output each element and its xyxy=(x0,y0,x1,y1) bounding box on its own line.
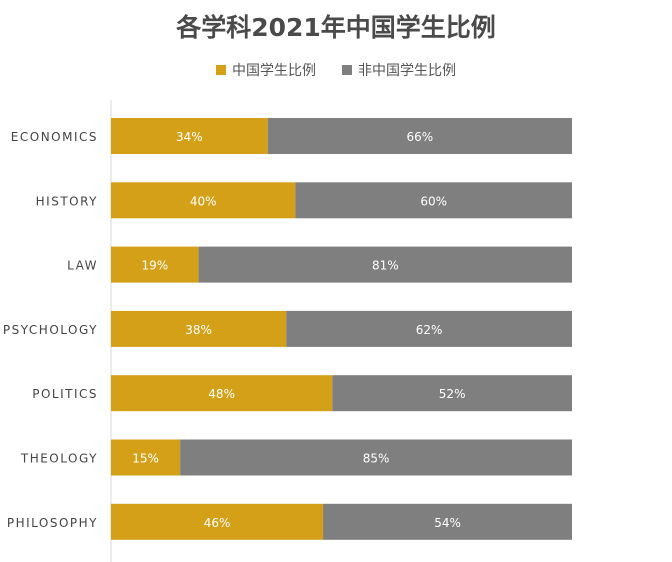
y-tick-label: THEOLOGY xyxy=(20,452,98,466)
bar-non-chinese xyxy=(180,439,572,476)
data-label: 38% xyxy=(185,323,212,337)
legend-swatch-chinese xyxy=(216,65,226,75)
bar-chinese xyxy=(111,118,268,154)
data-label: 34% xyxy=(176,130,203,144)
data-label: 60% xyxy=(420,194,447,208)
bar-non-chinese xyxy=(332,375,572,412)
data-label: 85% xyxy=(363,452,390,466)
y-tick-label: LAW xyxy=(67,259,98,273)
bar-chinese xyxy=(111,246,199,283)
data-label: 62% xyxy=(416,323,443,337)
y-tick-label: PHILOSOPHY xyxy=(7,516,98,530)
bar-chinese xyxy=(111,439,181,476)
legend-item-chinese: 中国学生比例 xyxy=(216,60,316,80)
chart-title: 各学科2021年中国学生比例 xyxy=(176,13,496,42)
bar-chinese xyxy=(111,503,324,540)
data-label: 48% xyxy=(208,387,235,401)
data-label: 66% xyxy=(407,130,434,144)
y-tick-label: PSYCHOLOGY xyxy=(3,323,98,337)
data-label: 19% xyxy=(141,259,168,273)
bar-chinese xyxy=(111,375,333,412)
bar-chinese xyxy=(111,182,296,219)
legend-swatch-non-chinese xyxy=(342,65,352,75)
data-label: 52% xyxy=(439,387,466,401)
y-tick-label: POLITICS xyxy=(32,387,98,401)
data-label: 15% xyxy=(132,452,159,466)
bar-non-chinese xyxy=(267,118,572,154)
bar-non-chinese xyxy=(323,503,572,540)
legend: 中国学生比例 非中国学生比例 xyxy=(0,60,672,80)
bar-chinese xyxy=(111,310,287,347)
data-label: 40% xyxy=(190,194,217,208)
y-tick-label: HISTORY xyxy=(36,194,98,208)
bar-non-chinese xyxy=(198,246,572,283)
y-tick-label: ECONOMICS xyxy=(11,130,98,144)
legend-label-non-chinese: 非中国学生比例 xyxy=(358,63,456,79)
data-label: 46% xyxy=(204,516,231,530)
bar-non-chinese xyxy=(295,182,572,219)
bar-non-chinese xyxy=(286,310,572,347)
legend-label-chinese: 中国学生比例 xyxy=(232,63,316,79)
data-label: 54% xyxy=(434,516,461,530)
data-label: 81% xyxy=(372,259,399,273)
legend-item-non-chinese: 非中国学生比例 xyxy=(342,60,456,80)
